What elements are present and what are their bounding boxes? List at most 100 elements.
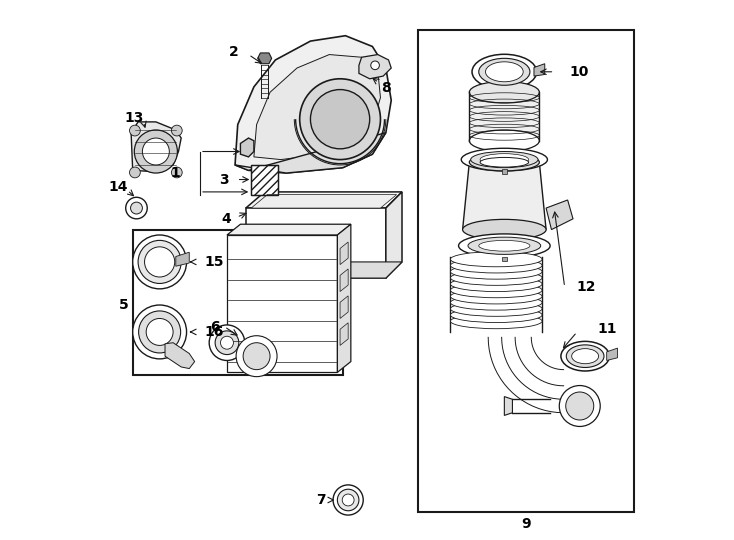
Ellipse shape	[451, 258, 542, 273]
Ellipse shape	[451, 282, 542, 298]
Text: 3: 3	[219, 172, 229, 186]
Text: 5: 5	[119, 298, 128, 312]
Circle shape	[172, 125, 182, 136]
Polygon shape	[246, 208, 386, 278]
Polygon shape	[340, 323, 348, 346]
Circle shape	[310, 90, 370, 149]
Polygon shape	[338, 224, 351, 373]
Polygon shape	[133, 230, 343, 375]
Ellipse shape	[451, 314, 542, 329]
Text: 9: 9	[521, 517, 531, 531]
Polygon shape	[340, 296, 348, 319]
Circle shape	[145, 247, 175, 277]
Circle shape	[146, 319, 173, 346]
Text: 7: 7	[316, 493, 326, 507]
Text: 16: 16	[204, 325, 224, 339]
Ellipse shape	[451, 270, 542, 285]
Ellipse shape	[470, 152, 538, 167]
Text: 6: 6	[211, 320, 220, 334]
Polygon shape	[258, 53, 272, 64]
Text: 15: 15	[204, 255, 224, 269]
Ellipse shape	[479, 240, 530, 251]
Ellipse shape	[567, 345, 604, 368]
Circle shape	[126, 197, 148, 219]
Ellipse shape	[451, 289, 542, 304]
Circle shape	[243, 343, 270, 370]
Ellipse shape	[459, 234, 550, 258]
Ellipse shape	[468, 237, 541, 254]
Text: 13: 13	[125, 111, 144, 125]
Ellipse shape	[451, 264, 542, 279]
Text: 10: 10	[569, 65, 589, 79]
Polygon shape	[176, 252, 189, 266]
Circle shape	[142, 138, 170, 165]
Polygon shape	[501, 256, 507, 261]
Polygon shape	[251, 194, 396, 208]
Ellipse shape	[469, 82, 539, 103]
Circle shape	[209, 325, 244, 361]
Polygon shape	[451, 256, 542, 321]
Polygon shape	[235, 133, 386, 173]
Ellipse shape	[572, 349, 599, 364]
Polygon shape	[227, 235, 338, 373]
Circle shape	[215, 331, 239, 355]
Text: 4: 4	[221, 212, 230, 226]
Circle shape	[139, 311, 181, 353]
Circle shape	[236, 336, 277, 376]
Ellipse shape	[451, 295, 542, 310]
Circle shape	[172, 167, 182, 178]
Circle shape	[129, 167, 140, 178]
Circle shape	[133, 235, 186, 289]
Polygon shape	[386, 192, 402, 278]
Circle shape	[133, 305, 186, 359]
Polygon shape	[246, 262, 402, 278]
Ellipse shape	[451, 276, 542, 292]
Circle shape	[566, 392, 594, 420]
Polygon shape	[254, 55, 380, 160]
Polygon shape	[504, 396, 512, 415]
Polygon shape	[241, 138, 254, 157]
Ellipse shape	[451, 252, 542, 267]
Circle shape	[299, 79, 380, 160]
Text: 8: 8	[381, 81, 390, 95]
Polygon shape	[340, 242, 348, 265]
Ellipse shape	[472, 55, 537, 89]
Text: 14: 14	[109, 179, 128, 193]
Polygon shape	[165, 343, 195, 369]
Polygon shape	[469, 92, 539, 141]
Ellipse shape	[485, 62, 523, 82]
Polygon shape	[534, 64, 545, 76]
Circle shape	[138, 240, 181, 284]
Ellipse shape	[462, 219, 546, 240]
Ellipse shape	[480, 154, 528, 165]
Polygon shape	[131, 122, 181, 172]
Ellipse shape	[469, 154, 539, 171]
Ellipse shape	[451, 307, 542, 322]
Ellipse shape	[469, 130, 539, 152]
Ellipse shape	[461, 148, 548, 171]
Polygon shape	[462, 163, 546, 230]
Text: 2: 2	[228, 45, 239, 59]
Circle shape	[338, 489, 359, 511]
Circle shape	[342, 494, 354, 506]
Polygon shape	[501, 169, 507, 173]
Polygon shape	[246, 192, 402, 208]
Text: 1: 1	[171, 166, 181, 180]
Circle shape	[559, 386, 600, 427]
Circle shape	[333, 485, 363, 515]
Polygon shape	[359, 55, 391, 79]
Polygon shape	[607, 348, 617, 361]
Text: 11: 11	[597, 322, 617, 336]
Circle shape	[220, 336, 233, 349]
Ellipse shape	[451, 301, 542, 316]
Text: 12: 12	[576, 280, 595, 294]
Polygon shape	[235, 36, 391, 173]
Polygon shape	[251, 165, 278, 194]
Ellipse shape	[480, 158, 528, 167]
Circle shape	[134, 130, 178, 173]
Ellipse shape	[479, 58, 530, 85]
Circle shape	[131, 202, 142, 214]
Polygon shape	[340, 269, 348, 292]
Circle shape	[371, 61, 379, 70]
Polygon shape	[227, 224, 351, 235]
